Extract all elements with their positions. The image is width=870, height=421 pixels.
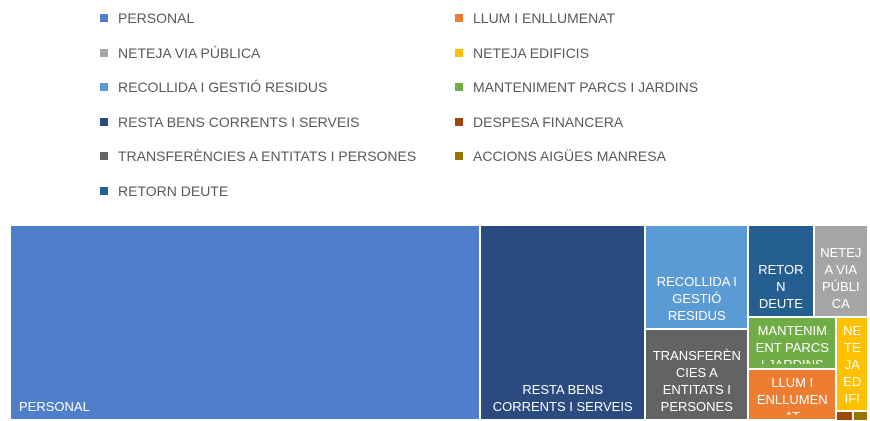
legend-label: RESTA BENS CORRENTS I SERVEIS xyxy=(118,113,360,130)
tile-label: NETEJA VIA PÚBLICA xyxy=(820,245,862,312)
treemap-tile: RECOLLIDA I GESTIÓ RESIDUS xyxy=(645,225,749,330)
legend-swatch xyxy=(455,14,463,22)
tile-label: TRANSFERÈNCIES A ENTITATS I PERSONES xyxy=(652,347,741,414)
legend-entry: RECOLLIDA I GESTIÓ RESIDUS xyxy=(100,78,327,96)
treemap-tile: LLUM I ENLLUMENAT xyxy=(748,369,837,420)
legend-swatch xyxy=(100,117,108,126)
legend-entry: RETORN DEUTE xyxy=(100,182,228,200)
treemap-tile: MANTENIMENT PARCS I JARDINS xyxy=(748,317,837,370)
legend-label: TRANSFERÈNCIES A ENTITATS I PERSONES xyxy=(118,148,417,164)
legend-swatch xyxy=(100,48,108,57)
legend-entry: LLUM I ENLLUMENAT xyxy=(455,9,615,27)
legend-swatch xyxy=(100,186,108,195)
legend-entry: PERSONAL xyxy=(100,9,194,27)
legend-entry: NETEJA EDIFICIS xyxy=(455,44,589,62)
treemap-tile: PERSONAL xyxy=(10,225,480,420)
tile-label: RESTA BENS CORRENTS I SERVEIS xyxy=(492,382,633,414)
legend-entry: TRANSFERÈNCIES A ENTITATS I PERSONES xyxy=(100,147,416,165)
tile-label: RETORN DEUTE xyxy=(758,262,804,312)
tile-label: RECOLLIDA I GESTIÓ RESIDUS xyxy=(656,274,737,324)
legend-label: RETORN DEUTE xyxy=(118,182,229,199)
treemap-tile: RESTA BENS CORRENTS I SERVEIS xyxy=(479,225,646,420)
legend-swatch xyxy=(455,83,463,91)
legend-label: DESPESA FINANCERA xyxy=(473,113,624,130)
legend-swatch xyxy=(455,48,463,57)
legend-swatch xyxy=(455,117,463,126)
treemap-tile: NETEJA VIA PÚBLICA xyxy=(813,225,868,318)
legend-label: PERSONAL xyxy=(118,10,195,26)
legend-swatch xyxy=(100,83,108,91)
legend-entry: MANTENIMENT PARCS I JARDINS xyxy=(455,78,698,96)
legend-swatch xyxy=(100,14,108,22)
tile-label: LLUM I ENLLUMENAT xyxy=(756,375,828,415)
legend-label: NETEJA EDIFICIS xyxy=(473,44,589,61)
treemap-tile: TRANSFERÈNCIES A ENTITATS I PERSONES xyxy=(645,329,749,420)
tile-label: MANTENIMENT PARCS I JARDINS xyxy=(755,323,829,364)
legend-entry: DESPESA FINANCERA xyxy=(455,113,623,131)
treemap-tile xyxy=(853,410,868,421)
legend-label: RECOLLIDA I GESTIÓ RESIDUS xyxy=(118,79,328,95)
legend-entry: ACCIONS AIGÜES MANRESA xyxy=(455,147,666,165)
tile-label: PERSONAL xyxy=(19,399,90,414)
legend-label: MANTENIMENT PARCS I JARDINS xyxy=(473,79,699,95)
treemap-tile xyxy=(836,410,854,421)
legend-swatch xyxy=(455,152,463,160)
legend-label: NETEJA VIA PÚBLICA xyxy=(118,44,261,61)
tile-label: NETEJA EDIFICIS xyxy=(843,323,862,406)
treemap-tile: RETORN DEUTE xyxy=(748,225,814,318)
legend-entry: NETEJA VIA PÚBLICA xyxy=(100,44,260,62)
legend-label: ACCIONS AIGÜES MANRESA xyxy=(473,148,666,164)
legend-entry: RESTA BENS CORRENTS I SERVEIS xyxy=(100,113,359,131)
legend-swatch xyxy=(100,152,108,160)
treemap-tile: NETEJA EDIFICIS xyxy=(836,317,868,411)
legend-label: LLUM I ENLLUMENAT xyxy=(473,10,616,26)
